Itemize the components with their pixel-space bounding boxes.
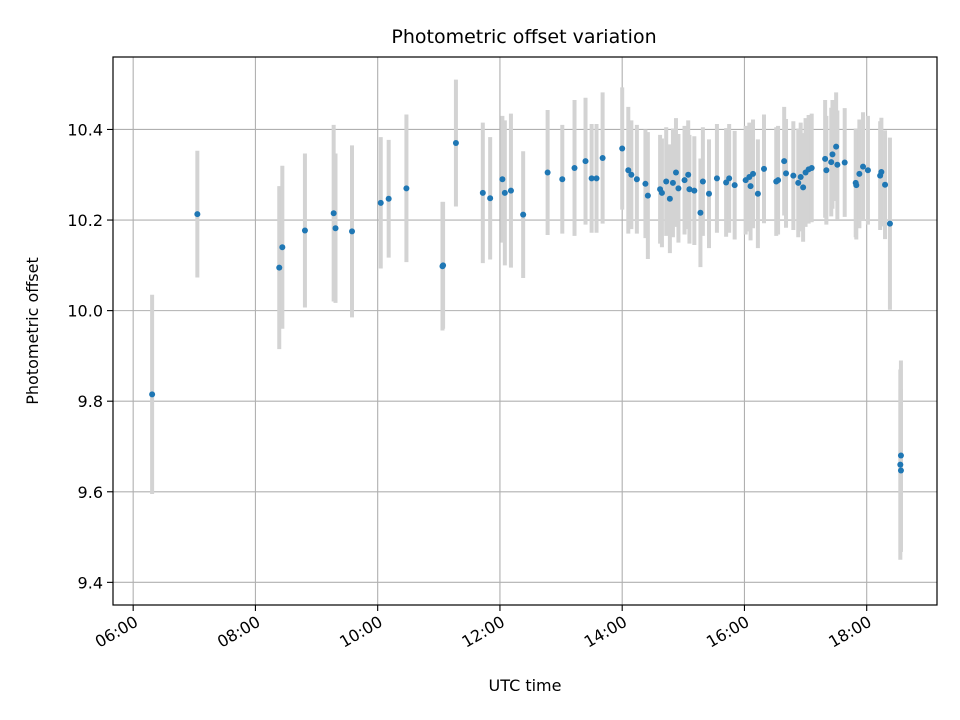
data-point [666,195,673,202]
y-tick-label: 9.4 [78,573,103,592]
data-point [452,140,459,147]
data-point [658,189,665,196]
data-point [726,175,733,182]
data-point [440,262,447,269]
data-point [841,159,848,166]
data-point [625,167,632,174]
y-tick-label: 10.2 [67,211,103,230]
data-point [279,244,286,251]
data-points [149,140,904,474]
data-point [823,167,830,174]
data-point [599,154,606,161]
data-point [754,190,761,197]
data-point [582,158,589,165]
data-point [860,163,867,170]
data-point [761,165,768,172]
data-point [808,164,815,171]
data-point [501,189,508,196]
data-point [790,172,797,179]
data-point [675,185,682,192]
data-point [897,452,904,459]
data-point [332,225,339,232]
data-point [897,467,904,474]
data-point [330,210,337,217]
data-point [795,179,802,186]
data-point [828,159,835,166]
data-point [833,143,840,150]
data-point [783,170,790,177]
y-tick-label: 9.8 [78,392,103,411]
data-point [822,155,829,162]
data-point [697,209,704,216]
data-point [834,161,841,168]
data-point [829,151,836,158]
data-point [681,177,688,184]
data-point [800,184,807,191]
data-point [685,171,692,178]
data-point [619,145,626,152]
data-point [723,179,730,186]
data-point [593,175,600,182]
data-point [713,175,720,182]
data-point [856,170,863,177]
data-point [559,176,566,183]
data-point [499,176,506,183]
data-point [377,199,384,206]
data-point [853,182,860,189]
y-axis-ticks: 9.4 9.6 9.8 10.0 10.2 10.4 [67,120,113,592]
data-point [731,182,738,189]
data-point [886,220,893,227]
data-point [797,174,804,181]
data-point [878,169,885,176]
chart-title: Photometric offset variation [391,26,656,48]
data-point [520,211,527,218]
data-point [642,180,649,187]
data-point [663,178,670,185]
data-point [864,167,871,174]
data-point [669,179,676,186]
data-point [897,461,904,468]
data-point [672,169,679,176]
data-point [349,228,356,235]
plot-area-frame [112,56,938,606]
data-point [699,178,706,185]
data-point [588,175,595,182]
y-tick-label: 9.6 [78,483,103,502]
data-point [301,227,308,234]
data-point [750,170,757,177]
data-point [628,171,635,178]
data-point [691,187,698,194]
data-point [149,391,156,398]
data-point [633,176,640,183]
data-point [705,190,712,197]
y-axis-label: Photometric offset [23,257,42,405]
data-point [882,181,889,188]
data-point [194,211,201,218]
data-point [747,183,754,190]
data-point [544,169,551,176]
data-point [479,189,486,196]
data-point [775,177,782,184]
data-point [403,185,410,192]
data-point [487,195,494,202]
data-point [385,195,392,202]
data-point [644,192,651,199]
data-point [571,164,578,171]
data-point [276,264,283,271]
data-point [781,158,788,165]
data-point [686,186,693,193]
data-point [507,187,514,194]
y-tick-label: 10.4 [67,120,103,139]
y-tick-label: 10.0 [67,302,103,321]
x-axis-label: UTC time [489,676,562,695]
